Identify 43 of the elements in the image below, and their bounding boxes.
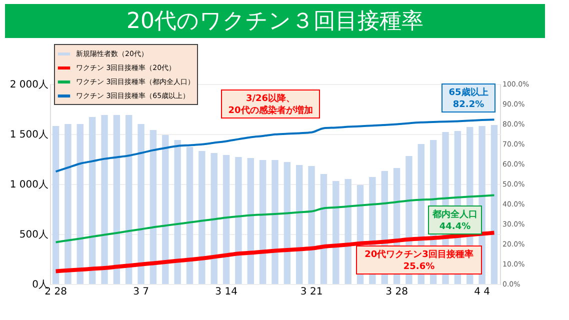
bar — [284, 162, 291, 284]
bar — [272, 160, 278, 284]
annotation: 20代ワクチン3回目接種率 25.6% — [364, 249, 474, 272]
bar — [138, 124, 144, 284]
x-tick-label: 3 14 — [215, 286, 238, 298]
x-tick-label: 3 21 — [300, 286, 323, 298]
bar — [222, 155, 230, 284]
chart-title: 20代のワクチン３回目接種率 — [126, 9, 424, 34]
bar — [150, 130, 157, 284]
x-tick-label: 4 4 — [474, 286, 490, 298]
x-tick-label: 3 7 — [133, 286, 149, 298]
y-tick-label: 500人 — [19, 230, 48, 240]
y-tick-label: 1 000人 — [10, 180, 48, 190]
annotation: 3/26以降、 20代の感染者が増加 — [228, 93, 313, 116]
bar — [113, 115, 120, 284]
line-series — [54, 118, 496, 173]
bar — [198, 151, 206, 284]
bar — [126, 115, 132, 284]
bar — [64, 124, 72, 284]
line-series — [54, 194, 496, 244]
bar — [490, 125, 498, 284]
x-tick-label: 3 28 — [386, 286, 408, 298]
annotation: 都内全人口 44.4% — [432, 209, 478, 232]
y-tick-label: 1 500人 — [10, 130, 48, 140]
bar — [308, 166, 315, 284]
bar — [52, 126, 60, 284]
bar — [210, 153, 218, 284]
bar — [186, 147, 194, 284]
bar — [259, 160, 266, 284]
y-tick-label: 2 000人 — [10, 80, 48, 90]
line-series — [54, 230, 496, 274]
bar — [174, 140, 181, 284]
bar — [101, 115, 108, 284]
bar — [344, 179, 352, 284]
bar — [296, 165, 303, 284]
annotation: 65歳以上 82.2% — [448, 87, 488, 110]
bar — [76, 124, 84, 284]
bar — [320, 174, 328, 284]
bar — [235, 157, 242, 284]
bar — [162, 135, 169, 284]
bar — [88, 117, 96, 284]
bar — [332, 181, 340, 284]
bar — [247, 158, 254, 284]
